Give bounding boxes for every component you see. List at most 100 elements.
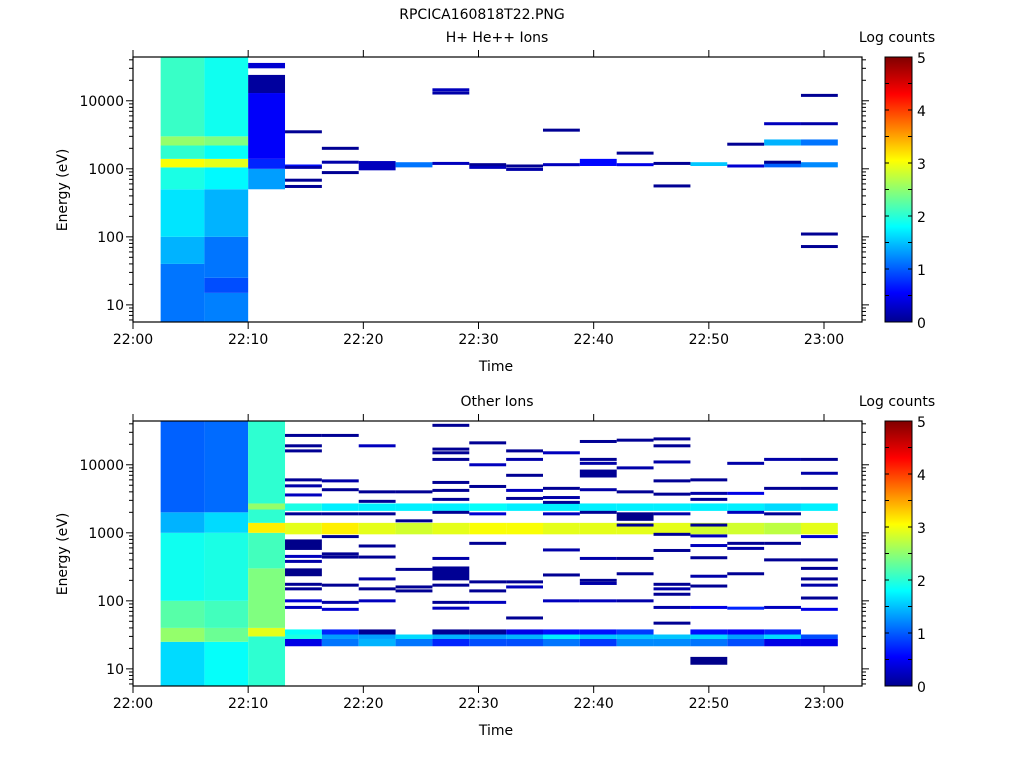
- heatmap-cell: [204, 292, 249, 322]
- heatmap-line-cell: [358, 490, 396, 494]
- heatmap-line-cell: [542, 496, 580, 500]
- panel-h-he-ions: H+ He++ Ions Log counts Time Energy (eV)…: [55, 30, 935, 375]
- colorbar-tick-label: 4: [917, 104, 926, 120]
- heatmap-line-cell: [285, 165, 322, 169]
- heatmap-line-cell: [727, 510, 765, 514]
- heatmap-line-cell: [542, 451, 580, 455]
- heatmap-cell: [616, 512, 654, 521]
- y-tick-label: 10000: [79, 458, 124, 474]
- heatmap-band-cell: [542, 503, 580, 511]
- heatmap-line-cell: [653, 605, 691, 609]
- heatmap-band-cell: [616, 634, 654, 639]
- heatmap-line-cell: [285, 184, 322, 188]
- heatmap-cell: [248, 168, 286, 190]
- heatmap-line-cell: [542, 548, 580, 552]
- heatmap-line-cell: [800, 535, 838, 539]
- heatmap-line-cell: [690, 523, 728, 527]
- heatmap-line-cell: [579, 578, 617, 582]
- heatmap-band-cell: [469, 629, 507, 635]
- heatmap-line-cell: [358, 577, 396, 581]
- heatmap-band-cell: [358, 503, 396, 511]
- heatmap-line-cell: [285, 599, 322, 603]
- heatmap-cell: [579, 158, 617, 166]
- colorbar-label: Log counts: [859, 30, 935, 46]
- heatmap-line-cell: [285, 493, 322, 497]
- heatmap-band-cell: [800, 638, 838, 647]
- heatmap-band-cell: [469, 634, 507, 639]
- x-tick-label: 22:00: [113, 696, 153, 712]
- heatmap-band-cell: [285, 634, 322, 639]
- heatmap-line-cell: [690, 478, 728, 482]
- heatmap-band-cell: [690, 634, 728, 639]
- heatmap-cell: [160, 57, 205, 137]
- heatmap-cell: [204, 421, 249, 513]
- heatmap-line-cell: [764, 122, 801, 126]
- heatmap-band-cell: [321, 629, 359, 635]
- heatmap-cell: [160, 136, 205, 146]
- heatmap-line-cell: [321, 512, 359, 516]
- heatmap-cell: [160, 600, 205, 628]
- heatmap-line-cell: [285, 512, 322, 516]
- heatmap-band-cell: [800, 634, 838, 639]
- heatmap-band-cell: [579, 638, 617, 647]
- x-tick-label: 23:00: [804, 696, 844, 712]
- colorbar: [884, 420, 913, 687]
- heatmap-cell: [204, 136, 249, 146]
- heatmap-line-cell: [690, 584, 728, 588]
- heatmap-line-cell: [321, 479, 359, 483]
- heatmap-cell: [204, 145, 249, 159]
- heatmap-line-cell: [285, 444, 322, 448]
- heatmap-cell: [204, 532, 249, 601]
- heatmap-line-cell: [800, 558, 838, 562]
- heatmap-cell: [204, 189, 249, 237]
- heatmap-cell: [248, 636, 286, 686]
- x-axis-label: Time: [478, 723, 513, 739]
- heatmap-line-cell: [321, 146, 359, 150]
- heatmap-line-cell: [653, 512, 691, 516]
- heatmap-line-cell: [800, 471, 838, 475]
- heatmap-line-cell: [285, 484, 322, 488]
- heatmap-line-cell: [542, 128, 580, 132]
- y-tick-label: 10: [106, 298, 124, 314]
- heatmap-band-cell: [764, 522, 801, 535]
- heatmap-cell: [690, 656, 728, 665]
- heatmap-band-cell: [321, 634, 359, 639]
- heatmap-band-cell: [395, 503, 433, 511]
- heatmap-cell: [160, 236, 205, 264]
- heatmap-band-cell: [542, 629, 580, 635]
- heatmap-cell: [248, 509, 286, 523]
- heatmap-band-cell: [542, 638, 580, 647]
- heatmap-cell: [248, 568, 286, 628]
- heatmap-line-cell: [432, 510, 470, 514]
- heatmap-line-cell: [469, 600, 507, 604]
- colorbar-tick-label: 2: [917, 574, 926, 590]
- colorbar-tick-label: 5: [917, 415, 926, 431]
- heatmap-cell: [160, 167, 205, 190]
- heatmap-line-cell: [432, 600, 470, 604]
- heatmap-cell: [395, 162, 433, 168]
- colorbar-tick-label: 1: [917, 263, 926, 279]
- heatmap-band-cell: [506, 634, 543, 639]
- heatmap-line-cell: [285, 478, 322, 482]
- heatmap-cell: [204, 57, 249, 137]
- heatmap-line-cell: [653, 444, 691, 448]
- heatmap-line-cell: [469, 165, 507, 169]
- heatmap-line-cell: [358, 499, 396, 503]
- heatmap-line-cell: [506, 616, 543, 620]
- heatmap-line-cell: [506, 167, 543, 171]
- heatmap-line-cell: [727, 606, 765, 610]
- heatmap-cell: [579, 469, 617, 478]
- colorbar-tick-label: 0: [917, 680, 926, 696]
- heatmap-line-cell: [579, 488, 617, 492]
- heatmap-cells: [160, 57, 838, 322]
- heatmap-line-cell: [285, 449, 322, 453]
- heatmap-line-cell: [395, 490, 433, 494]
- heatmap-line-cell: [690, 556, 728, 560]
- heatmap-line-cell: [432, 423, 470, 427]
- heatmap-line-cell: [727, 491, 765, 495]
- heatmap-band-cell: [469, 522, 507, 535]
- heatmap-band-cell: [542, 634, 580, 639]
- heatmap-cell: [204, 167, 249, 190]
- heatmap-line-cell: [616, 556, 654, 560]
- x-tick-label: 22:20: [343, 332, 383, 348]
